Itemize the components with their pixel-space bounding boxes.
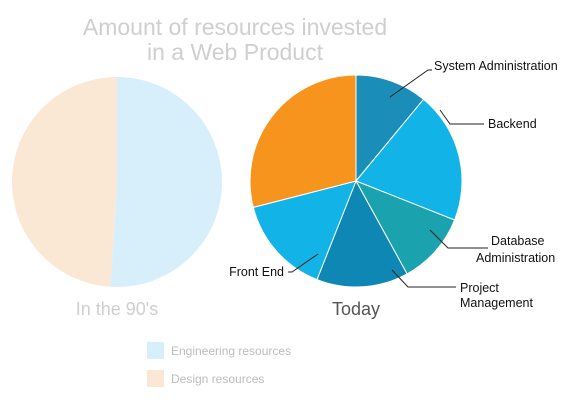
label-project-line2: Management <box>460 296 533 310</box>
label-system-administration: System Administration <box>434 59 558 73</box>
pie-slice-engineering-resources <box>110 77 222 287</box>
caption-today: Today <box>332 299 380 319</box>
leader-database <box>429 229 488 249</box>
pie-slice-front-end <box>252 180 357 281</box>
pie-slice-design-resources <box>11 77 117 287</box>
chart-title-line-2: in a Web Product <box>147 39 324 65</box>
pie-slice-project-management <box>316 179 408 288</box>
caption-90s: In the 90's <box>76 299 159 319</box>
leader-project <box>391 269 456 288</box>
label-database-line2: Administration <box>476 251 555 265</box>
pie-slice-backend <box>355 98 463 221</box>
label-database-line1: Database <box>491 234 545 248</box>
legend-label-design: Design resources <box>171 372 264 386</box>
label-project-line1: Project <box>460 281 499 295</box>
label-backend: Backend <box>488 117 537 131</box>
label-front-end: Front End <box>229 265 284 279</box>
leader-frontend <box>288 253 319 273</box>
legend-label-engineering: Engineering resources <box>171 344 291 358</box>
chart-title-line-1: Amount of resources invested <box>83 14 387 40</box>
pie-slice-design <box>249 74 357 208</box>
pie-slice-system-administration <box>355 74 425 183</box>
legend-swatch-design <box>147 370 164 387</box>
legend-swatch-engineering <box>147 342 164 359</box>
pie-slice-database-administration <box>354 180 456 275</box>
pie-today <box>249 74 463 288</box>
leader-backend <box>439 109 484 125</box>
pie-90s <box>11 77 222 287</box>
leader-sysadmin <box>389 69 432 98</box>
